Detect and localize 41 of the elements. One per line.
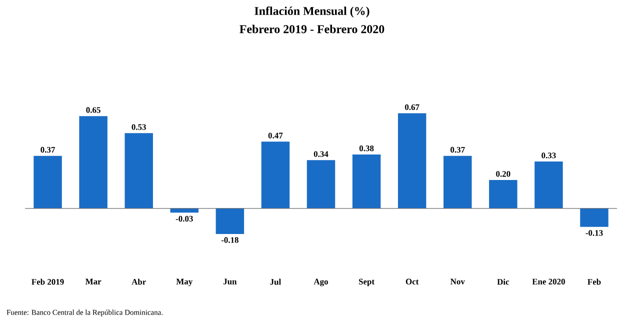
bar xyxy=(580,208,608,227)
bar xyxy=(398,113,426,208)
bar xyxy=(352,154,381,208)
x-tick-label: Feb xyxy=(588,278,601,285)
x-tick-label: Ene 2020 xyxy=(532,278,565,284)
data-label: 0.33 xyxy=(542,152,556,158)
bar xyxy=(261,142,290,208)
bar xyxy=(34,156,62,208)
x-tick-label: Dic xyxy=(497,278,510,285)
data-label: 0.67 xyxy=(405,104,420,110)
chart-subtitle: Febrero 2019 - Febrero 2020 xyxy=(240,24,384,34)
x-tick-label: Sept xyxy=(359,278,375,286)
data-label: -0.13 xyxy=(586,230,603,236)
x-tick-label: Jul xyxy=(270,278,281,285)
x-tick-label: Nov xyxy=(450,278,465,284)
chart-title: Inflación Mensual (%) xyxy=(254,6,370,18)
data-label: 0.20 xyxy=(496,171,510,177)
data-label: 0.38 xyxy=(359,146,374,152)
x-tick-label: May xyxy=(176,278,193,286)
data-label: 0.37 xyxy=(450,146,465,153)
bar xyxy=(124,133,153,208)
data-label: 0.53 xyxy=(132,124,146,130)
data-label: 0.37 xyxy=(40,146,55,153)
x-tick-label: Abr xyxy=(132,278,146,285)
x-tick-label: Oct xyxy=(406,278,419,284)
x-tick-label: Mar xyxy=(85,278,102,284)
data-label: 0.34 xyxy=(314,151,328,157)
data-label: -0.18 xyxy=(221,237,238,243)
bar xyxy=(216,208,244,234)
data-label: 0.47 xyxy=(268,132,283,138)
bar xyxy=(306,160,336,208)
bar xyxy=(489,180,518,208)
x-tick-label: Jun xyxy=(223,278,237,284)
data-label: 0.65 xyxy=(86,107,100,113)
bar xyxy=(170,208,199,213)
bar xyxy=(534,162,563,208)
bar xyxy=(444,156,472,208)
x-tick-label: Feb 2019 xyxy=(32,278,64,285)
bar xyxy=(79,116,108,208)
data-label: -0.03 xyxy=(176,216,193,222)
x-tick-label: Ago xyxy=(314,278,328,286)
